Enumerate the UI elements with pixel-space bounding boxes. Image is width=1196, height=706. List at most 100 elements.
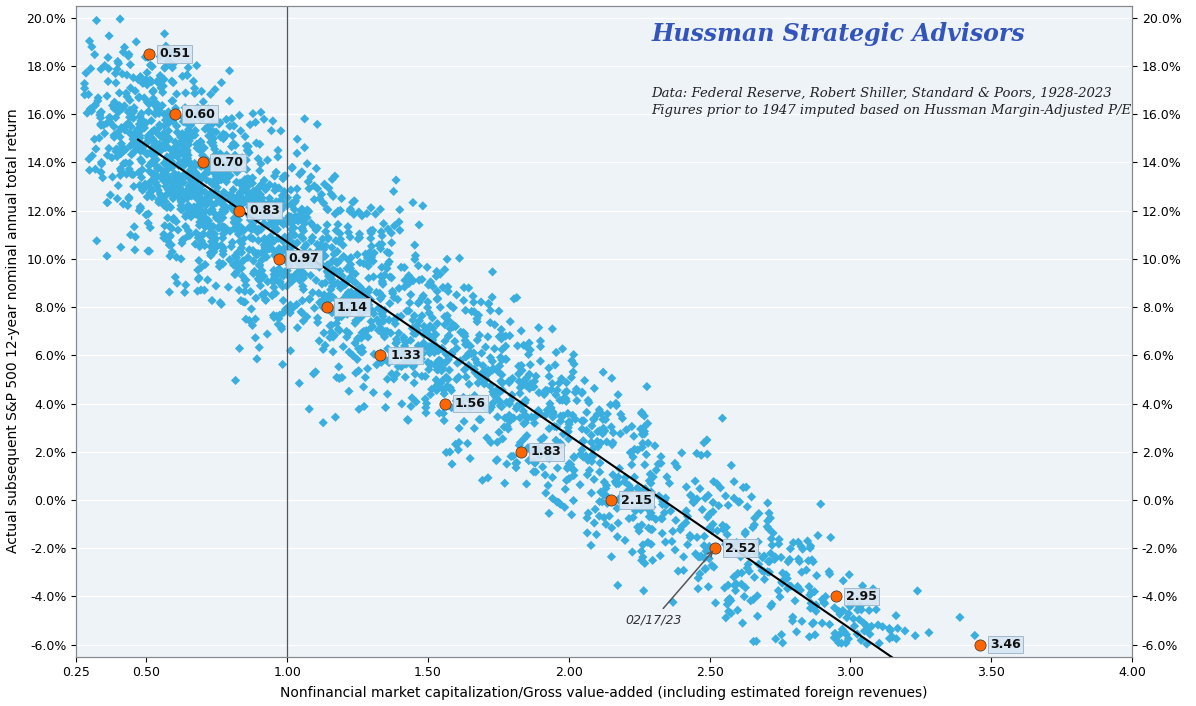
Point <box>457 371 476 383</box>
Point <box>144 133 163 145</box>
Point <box>593 496 612 508</box>
Point <box>728 604 748 616</box>
Point <box>509 440 529 451</box>
Point <box>181 180 200 191</box>
Point <box>334 239 353 251</box>
Point <box>529 322 548 333</box>
Point <box>557 385 576 397</box>
Point <box>557 462 576 474</box>
Point <box>230 229 249 240</box>
Point <box>295 268 315 280</box>
Point <box>183 169 202 180</box>
Point <box>292 166 311 177</box>
Point <box>182 176 201 188</box>
Point <box>121 83 140 94</box>
Point <box>329 323 348 335</box>
Point <box>216 202 236 213</box>
Point <box>482 402 501 413</box>
Point <box>448 357 468 369</box>
Point <box>844 621 864 632</box>
Point <box>470 414 489 425</box>
Point <box>222 130 242 141</box>
Point <box>214 167 233 179</box>
Point <box>182 211 201 222</box>
Point <box>805 602 824 613</box>
Point <box>440 364 459 376</box>
Point <box>609 478 628 489</box>
Point <box>695 540 714 551</box>
Point <box>181 160 200 171</box>
Point <box>271 321 291 333</box>
Point <box>721 540 740 551</box>
Point <box>220 170 239 181</box>
Point <box>208 150 227 162</box>
Point <box>535 389 554 400</box>
Point <box>262 237 281 249</box>
Point <box>640 511 659 522</box>
Point <box>758 556 777 567</box>
Point <box>423 312 443 323</box>
Point <box>383 368 402 379</box>
Point <box>201 230 220 241</box>
Point <box>633 486 652 498</box>
Point <box>161 202 181 213</box>
Point <box>214 242 233 253</box>
Point <box>112 138 132 150</box>
Point <box>163 148 182 160</box>
Point <box>726 580 745 592</box>
Point <box>80 35 99 47</box>
Point <box>695 437 714 448</box>
Text: 2.95: 2.95 <box>847 590 877 603</box>
Point <box>322 326 341 337</box>
Point <box>142 115 161 126</box>
Point <box>106 77 126 88</box>
Point <box>582 456 602 467</box>
Point <box>396 337 415 348</box>
Point <box>598 408 617 419</box>
Point <box>150 119 169 131</box>
Point <box>252 270 271 281</box>
Point <box>581 487 600 498</box>
Point <box>806 606 825 617</box>
Point <box>182 117 201 128</box>
Point <box>507 292 526 304</box>
Point <box>435 335 454 347</box>
Point <box>371 243 390 254</box>
Point <box>483 356 502 367</box>
Point <box>732 578 751 590</box>
Point <box>562 462 581 474</box>
Point <box>312 259 331 270</box>
Point <box>132 172 151 183</box>
Point <box>231 201 250 212</box>
Point <box>585 442 604 453</box>
Point <box>264 217 283 228</box>
Point <box>99 143 118 154</box>
Point <box>104 131 123 143</box>
Point <box>646 513 665 525</box>
Point <box>635 500 654 511</box>
Point <box>98 76 117 87</box>
Point <box>210 162 230 174</box>
Point <box>609 472 628 483</box>
Point <box>164 143 183 155</box>
Point <box>304 256 323 268</box>
Point <box>200 130 219 141</box>
Point <box>617 486 636 498</box>
Point <box>539 404 559 415</box>
Point <box>173 116 193 127</box>
Point <box>266 271 285 282</box>
Point <box>236 174 255 185</box>
Point <box>664 597 683 608</box>
Point <box>151 142 170 153</box>
Point <box>151 70 170 81</box>
Point <box>759 508 779 519</box>
Point <box>464 364 483 375</box>
Point <box>185 125 205 136</box>
Point <box>166 251 185 263</box>
Point <box>405 239 425 251</box>
Point <box>158 202 177 213</box>
Text: 0.70: 0.70 <box>213 156 244 169</box>
Point <box>801 603 820 614</box>
Point <box>420 341 439 352</box>
Point <box>120 191 139 203</box>
